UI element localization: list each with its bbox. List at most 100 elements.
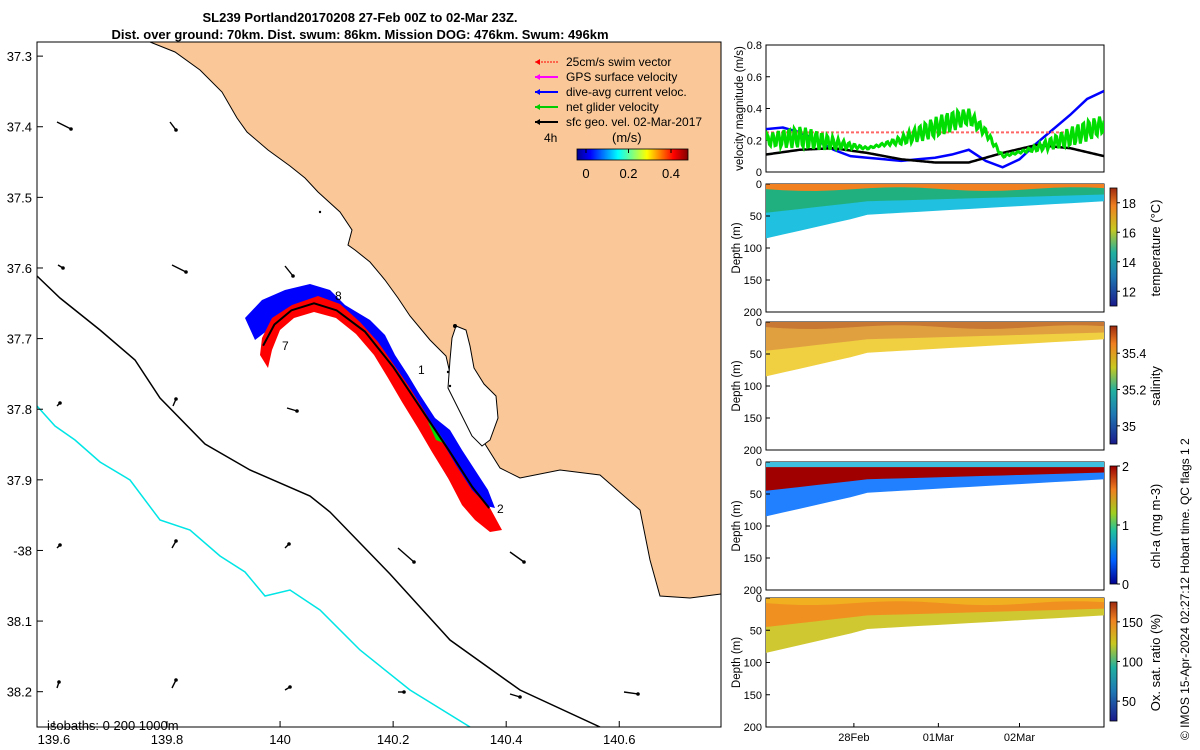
colorbar-label: temperature (°C) — [1148, 200, 1163, 297]
map-xtick-label: 140.2 — [377, 732, 410, 747]
panel-colorbar — [1109, 187, 1118, 307]
colorbar-tick-label: 18 — [1122, 197, 1136, 211]
vector-head — [636, 692, 640, 696]
panel-ytick-label: 150 — [744, 413, 762, 425]
isobaths-label: isobaths: 0 200 1000m — [47, 718, 179, 733]
map-ytick-label: 37.3 — [7, 49, 32, 64]
swim-vectors — [260, 296, 502, 532]
day-marker: 7 — [282, 339, 289, 353]
legend-label: net glider velocity — [566, 100, 659, 114]
vector-head — [61, 266, 65, 270]
map-xtick-label: 140 — [269, 732, 291, 747]
profile-mid-layer — [766, 322, 1104, 351]
vector-head — [518, 695, 522, 699]
colorbar-label: salinity — [1148, 366, 1163, 406]
panel-ylabel: Depth (m) — [731, 222, 743, 273]
profile-mid-layer — [766, 184, 1104, 213]
panel-colorbar — [1109, 325, 1118, 445]
panel-ytick-label: 50 — [750, 489, 762, 501]
vector-arrow — [509, 551, 525, 563]
day-marker: 2 — [497, 502, 504, 516]
colorbar-tick-label: 100 — [1122, 656, 1143, 670]
legend-arrowhead — [535, 89, 540, 95]
vector-arrow — [397, 547, 415, 563]
map-ytick-label: 38.2 — [7, 685, 32, 700]
profile-surface-layer — [766, 598, 1104, 606]
velocity-ylabel: velocity magnitude (m/s) — [734, 46, 746, 171]
panel-ytick-label: 50 — [750, 211, 762, 223]
legend-label: GPS surface velocity — [566, 70, 677, 84]
island — [447, 325, 499, 447]
track-map: 139.6 139.8 140 140.2 140.4 140.6 37.3 37.4 37.5… — [7, 41, 722, 747]
panel-ytick-label: 0 — [756, 457, 762, 469]
panel-ytick-label: 0 — [756, 317, 762, 329]
velocity-series-net — [766, 106, 1104, 159]
panel-ytick-label: 50 — [750, 625, 762, 637]
colorbar-tick-label: 35.4 — [1122, 347, 1146, 361]
vector-head — [295, 409, 299, 413]
profile-mid-layer — [766, 598, 1104, 628]
vector-head — [402, 690, 406, 694]
colorbar-tick-label: 14 — [1122, 256, 1136, 270]
legend-label: sfc geo. vel. 02-Mar-2017 — [566, 115, 702, 129]
vector-head — [174, 678, 178, 682]
vector-head — [287, 542, 291, 546]
vector-head — [184, 270, 188, 274]
panel-ytick-label: 150 — [744, 275, 762, 287]
vector-head — [58, 543, 62, 547]
legend-label: 25cm/s swim vector — [566, 55, 671, 69]
vector-arrow — [171, 264, 187, 273]
panel-ytick-label: 0 — [756, 593, 762, 605]
vector-head — [69, 127, 73, 131]
map-ytick-label: 37.7 — [7, 332, 32, 347]
colorbar-tick-label: 0.2 — [619, 166, 637, 181]
speed-colorbar — [576, 148, 689, 161]
panel-ytick-label: 150 — [744, 553, 762, 565]
legend-arrowhead — [535, 104, 540, 110]
panel-ylabel: Depth (m) — [731, 500, 743, 551]
map-ytick-label: -38 — [13, 543, 32, 558]
day-marker: 1 — [418, 363, 425, 377]
map-ytick-label: 37.8 — [7, 402, 32, 417]
velocity-frame — [765, 44, 1105, 173]
panel-ytick-label: 50 — [750, 349, 762, 361]
legend-arrowhead — [535, 74, 540, 80]
vector-arrow — [284, 265, 294, 277]
colorbar-tick-label: 150 — [1122, 616, 1143, 630]
colorbar-tick-label: 2 — [1122, 460, 1129, 474]
panel-xtick-label: 28Feb — [838, 732, 869, 744]
legend-label: dive-avg current veloc. — [566, 85, 687, 99]
colorbar-tick-label: 35.2 — [1122, 384, 1146, 398]
panel-ytick-label: 100 — [744, 658, 762, 670]
vector-head — [291, 274, 295, 278]
map-xtick-label: 140.6 — [603, 732, 636, 747]
vector-head — [288, 685, 292, 689]
title-line-2: Dist. over ground: 70km. Dist. swum: 86k… — [111, 27, 609, 42]
day-marker: 8 — [335, 289, 342, 303]
colorbar-title: (m/s) — [612, 130, 642, 145]
panel-ytick-label: 100 — [744, 381, 762, 393]
velocity-ytick-label: 0.2 — [747, 135, 762, 147]
vector-head — [58, 401, 62, 405]
map-ytick-label: 37.9 — [7, 473, 32, 488]
title-line-1: SL239 Portland20170208 27-Feb 00Z to 02-… — [202, 10, 518, 25]
map-xtick-label: 139.8 — [151, 732, 184, 747]
panel-colorbar — [1109, 465, 1118, 585]
vector-head — [412, 560, 416, 564]
vector-head — [174, 397, 178, 401]
glider-track — [245, 284, 502, 532]
colorbar-label: Ox. sat. ratio (%) — [1148, 614, 1163, 712]
map-ytick-label: 38.1 — [7, 614, 32, 629]
panel-ytick-label: 150 — [744, 690, 762, 702]
map-ytick-label: 37.5 — [7, 190, 32, 205]
panel-xtick-label: 02Mar — [1004, 732, 1036, 744]
vector-head — [57, 680, 61, 684]
vector-head — [522, 560, 526, 564]
geostrophic-vectors — [56, 121, 640, 699]
profile-mid-layer — [766, 462, 1104, 491]
time-label: 4h — [544, 131, 557, 145]
panel-ytick-label: 100 — [744, 243, 762, 255]
velocity-ytick-label: 0.4 — [747, 104, 762, 116]
